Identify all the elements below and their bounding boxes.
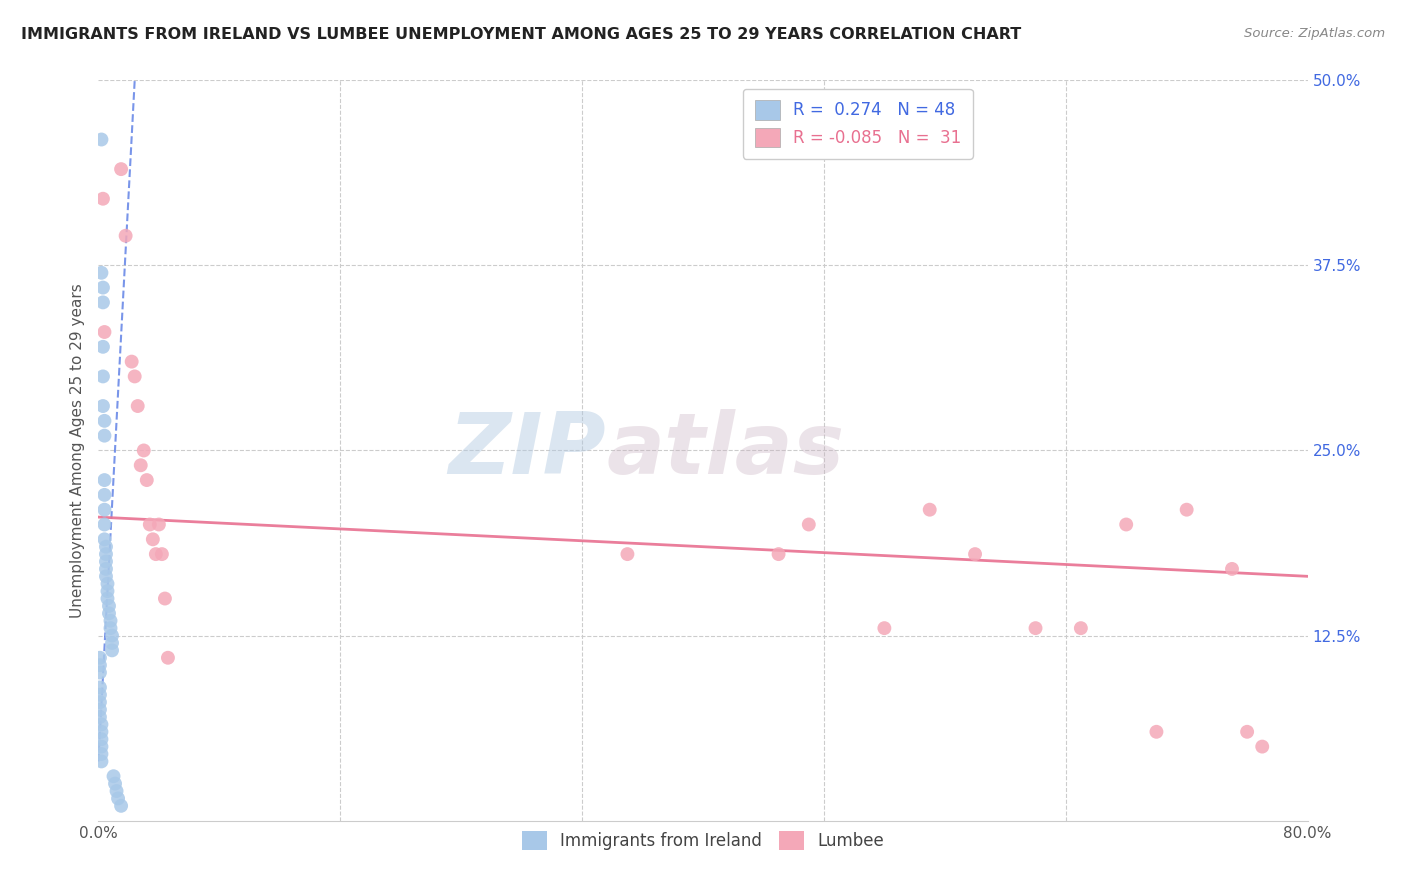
Point bbox=[98, 599, 121, 613]
Point bbox=[89, 665, 111, 680]
Point bbox=[127, 399, 149, 413]
Point bbox=[768, 547, 790, 561]
Point bbox=[132, 443, 155, 458]
Point bbox=[142, 533, 165, 547]
Point bbox=[91, 280, 114, 294]
Text: ZIP: ZIP bbox=[449, 409, 606, 492]
Point bbox=[93, 533, 115, 547]
Point bbox=[96, 584, 118, 599]
Point bbox=[93, 517, 115, 532]
Point bbox=[89, 695, 111, 709]
Point bbox=[1144, 724, 1167, 739]
Point bbox=[90, 132, 112, 146]
Point bbox=[93, 428, 115, 442]
Point bbox=[93, 414, 115, 428]
Point bbox=[93, 473, 115, 487]
Point bbox=[89, 710, 111, 724]
Point bbox=[135, 473, 157, 487]
Point bbox=[110, 798, 132, 813]
Point bbox=[918, 502, 941, 516]
Point bbox=[145, 547, 167, 561]
Point bbox=[98, 607, 121, 621]
Text: Source: ZipAtlas.com: Source: ZipAtlas.com bbox=[1244, 27, 1385, 40]
Point bbox=[94, 569, 117, 583]
Point bbox=[124, 369, 146, 384]
Point bbox=[93, 488, 115, 502]
Point bbox=[1115, 517, 1137, 532]
Point bbox=[89, 650, 111, 665]
Point bbox=[90, 266, 112, 280]
Point bbox=[150, 547, 173, 561]
Point bbox=[1024, 621, 1046, 635]
Point bbox=[89, 681, 111, 695]
Point bbox=[90, 755, 112, 769]
Point bbox=[91, 295, 114, 310]
Point bbox=[153, 591, 176, 606]
Text: atlas: atlas bbox=[606, 409, 845, 492]
Point bbox=[90, 724, 112, 739]
Point bbox=[148, 517, 170, 532]
Point bbox=[94, 562, 117, 576]
Point bbox=[105, 784, 128, 798]
Text: IMMIGRANTS FROM IRELAND VS LUMBEE UNEMPLOYMENT AMONG AGES 25 TO 29 YEARS CORRELA: IMMIGRANTS FROM IRELAND VS LUMBEE UNEMPL… bbox=[21, 27, 1021, 42]
Point bbox=[101, 628, 124, 642]
Point bbox=[100, 621, 122, 635]
Point bbox=[90, 732, 112, 747]
Point bbox=[797, 517, 820, 532]
Point bbox=[1175, 502, 1198, 516]
Point bbox=[156, 650, 179, 665]
Point bbox=[96, 591, 118, 606]
Point bbox=[103, 769, 125, 783]
Point bbox=[93, 325, 115, 339]
Point bbox=[93, 502, 115, 516]
Point bbox=[101, 643, 124, 657]
Point bbox=[89, 688, 111, 702]
Point bbox=[101, 636, 124, 650]
Point bbox=[110, 162, 132, 177]
Point bbox=[129, 458, 152, 473]
Point bbox=[94, 540, 117, 554]
Point bbox=[873, 621, 896, 635]
Point bbox=[1251, 739, 1274, 754]
Point bbox=[91, 340, 114, 354]
Point bbox=[94, 547, 117, 561]
Point bbox=[94, 555, 117, 569]
Point bbox=[616, 547, 638, 561]
Point bbox=[1220, 562, 1243, 576]
Point bbox=[1070, 621, 1092, 635]
Point bbox=[90, 717, 112, 731]
Point bbox=[89, 658, 111, 673]
Point bbox=[91, 399, 114, 413]
Point bbox=[89, 703, 111, 717]
Point bbox=[91, 369, 114, 384]
Legend: Immigrants from Ireland, Lumbee: Immigrants from Ireland, Lumbee bbox=[516, 824, 890, 856]
Point bbox=[107, 791, 129, 805]
Point bbox=[96, 576, 118, 591]
Point bbox=[114, 228, 136, 243]
Point bbox=[91, 192, 114, 206]
Point bbox=[104, 776, 127, 791]
Point bbox=[965, 547, 987, 561]
Y-axis label: Unemployment Among Ages 25 to 29 years: Unemployment Among Ages 25 to 29 years bbox=[69, 283, 84, 618]
Point bbox=[139, 517, 162, 532]
Point bbox=[121, 354, 143, 368]
Point bbox=[90, 747, 112, 761]
Point bbox=[90, 739, 112, 754]
Point bbox=[100, 614, 122, 628]
Point bbox=[1236, 724, 1258, 739]
